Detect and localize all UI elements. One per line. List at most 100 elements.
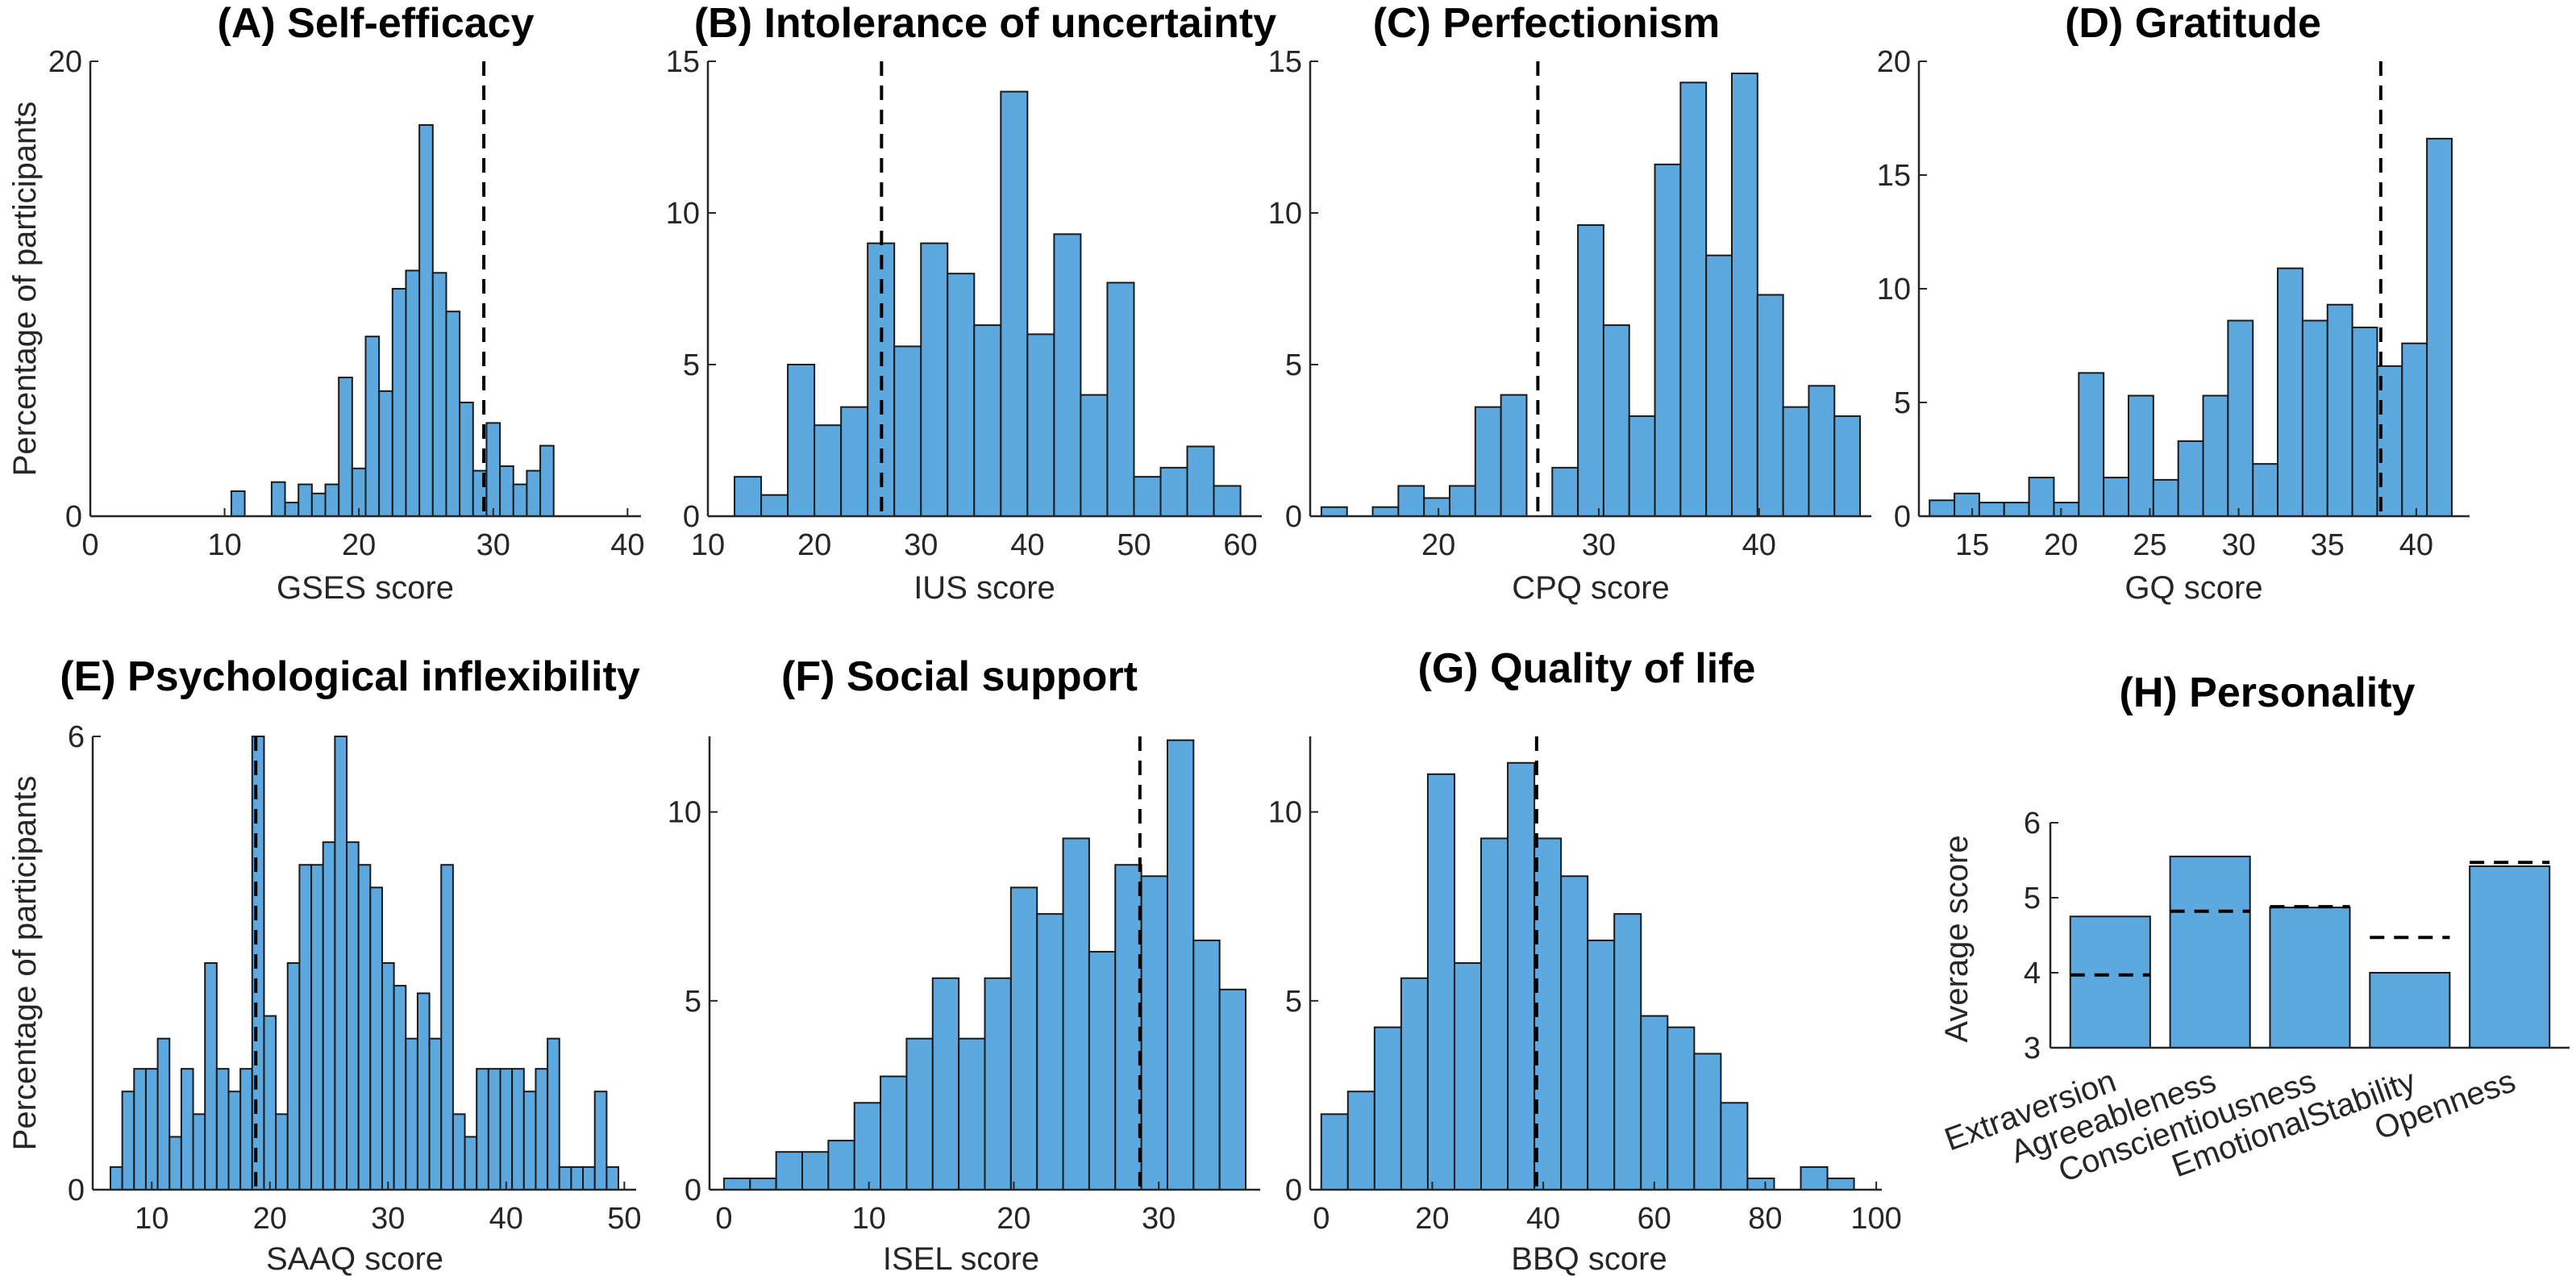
panel-a-bar: [405, 269, 421, 517]
panel-f-x-label: ISEL score: [883, 1241, 1039, 1276]
panel-f-bar: [775, 1151, 804, 1191]
panel-e-bar: [346, 841, 360, 1191]
panel-b-title: (B) Intolerance of uncertainty: [694, 0, 1276, 47]
panel-a-x-tick-label: 30: [476, 528, 510, 562]
panel-a-bar: [499, 465, 514, 518]
panel-d-y-tick-label: 15: [1877, 159, 1911, 193]
panel-g-bar: [1746, 1177, 1775, 1191]
panel-h-y-tick-label: 4: [2024, 957, 2041, 990]
panel-d-x-tick-label: 15: [1955, 528, 1989, 562]
panel-e-bar: [144, 1068, 159, 1191]
panel-d-bar: [2252, 463, 2279, 518]
panel-d-y-tick-label: 0: [1894, 500, 1911, 534]
panel-d-bar: [1978, 502, 2005, 518]
panel-a-bar: [284, 502, 300, 518]
panel-c-bar: [1808, 385, 1836, 517]
panel-c-y-tick-label: 5: [1285, 348, 1302, 382]
panel-d-x-tick-label: 25: [2133, 528, 2166, 562]
panel-d-bar: [2301, 319, 2328, 518]
panel-a-bar: [539, 444, 555, 518]
panel-g-bar: [1640, 1015, 1669, 1191]
panel-g-x-tick-label: 20: [1415, 1202, 1449, 1236]
panel-g-x-tick-label: 40: [1526, 1202, 1560, 1236]
panel-h: (H) Personality Average score Extraversi…: [1939, 669, 2570, 1189]
panel-e-bar: [464, 1136, 478, 1191]
panel-e-bar: [109, 1165, 123, 1191]
panel-a-bar: [324, 483, 340, 518]
panel-e-bar: [416, 992, 431, 1191]
panel-f-x-tick-label: 20: [997, 1202, 1030, 1236]
panel-c: (C) Perfectionism CPQ score 20 30 40 0 5 10 15: [1268, 0, 1871, 606]
panel-d-bar: [2227, 319, 2254, 518]
panel-e-bar: [535, 1068, 549, 1191]
panel-c-y-tick-label: 10: [1268, 197, 1302, 231]
panel-f-x-tick-label: 10: [852, 1202, 886, 1236]
panel-g-bar: [1453, 962, 1483, 1191]
panel-e-x-tick-label: 40: [489, 1202, 523, 1236]
panel-d-bar: [2401, 342, 2428, 517]
panel-g-bar: [1400, 977, 1429, 1191]
panel-e-bar: [133, 1068, 147, 1191]
panel-g-bar: [1587, 939, 1616, 1191]
panel-g-bar: [1613, 913, 1642, 1191]
panel-d-bar: [2103, 477, 2129, 517]
panel-e-bar: [499, 1068, 514, 1191]
panel-f-x-tick-label: 0: [715, 1202, 732, 1236]
panel-e-bar: [180, 1068, 194, 1191]
panel-e-bar: [169, 1136, 182, 1191]
panel-b-x-tick-label: 60: [1223, 528, 1257, 562]
panel-e-bar: [487, 1068, 501, 1191]
panel-a-x-tick-label: 40: [610, 528, 644, 562]
panel-b-y-tick-label: 10: [666, 197, 700, 231]
panel-d-y-tick-label: 5: [1894, 386, 1911, 420]
panel-h-bar: [2469, 865, 2551, 1049]
panel-a-bar: [459, 402, 474, 517]
panel-e-bar: [239, 1068, 253, 1191]
panel-e-bar: [570, 1165, 585, 1191]
panel-b-x-tick-label: 20: [797, 528, 831, 562]
panel-g-bar: [1426, 773, 1455, 1191]
panel-h-title: (H) Personality: [2120, 669, 2416, 716]
panel-c-bar: [1833, 415, 1862, 517]
panel-e-bar: [547, 1037, 560, 1191]
panel-g-x-tick-label: 80: [1748, 1202, 1782, 1236]
panel-f-bar: [801, 1151, 830, 1191]
panel-b-bar: [1133, 476, 1162, 517]
panel-f-y-tick-label: 10: [668, 796, 701, 830]
panel-g-x-label: BBQ score: [1511, 1241, 1667, 1276]
panel-g-bar: [1534, 837, 1563, 1191]
panel-g-bar: [1667, 1026, 1696, 1191]
panel-f-bar: [1114, 864, 1142, 1191]
panel-a-bar: [298, 483, 313, 518]
panel-b-bar: [1053, 233, 1082, 517]
panel-a-bar: [431, 272, 447, 517]
panel-b-x-tick-label: 50: [1117, 528, 1151, 562]
panel-c-x-tick-label: 40: [1742, 528, 1776, 562]
panel-a-bar: [310, 492, 327, 517]
panel-f-y-tick-label: 5: [685, 985, 701, 1019]
panel-h-y-tick-label: 6: [2024, 807, 2041, 840]
panel-f-bar: [749, 1177, 777, 1191]
panel-b-bar: [760, 494, 789, 517]
panel-b-y-tick-label: 0: [683, 500, 700, 534]
panel-b-x-tick-label: 40: [1010, 528, 1044, 562]
panel-c-bar: [1705, 254, 1733, 517]
panel-a: (A) Self-efficacy Percentage of particip…: [7, 0, 644, 606]
panel-e-y-tick-label: 0: [68, 1174, 85, 1207]
panel-b-x-label: IUS score: [913, 570, 1055, 606]
panel-h-y-tick-label: 3: [2024, 1032, 2041, 1065]
panel-a-x-tick-label: 10: [207, 528, 241, 562]
panel-e-x-tick-label: 50: [607, 1202, 641, 1236]
panel-b-bar: [1026, 333, 1055, 517]
panel-f: (F) Social support ISEL score 0 10 20 30 0 5 1…: [668, 653, 1260, 1276]
panel-b-bar: [1213, 485, 1242, 518]
panel-c-bar: [1654, 163, 1682, 517]
panel-f-bar: [1088, 950, 1117, 1191]
panel-e-bar: [204, 962, 218, 1191]
panel-h-bar: [2069, 915, 2151, 1049]
panel-c-bar: [1371, 506, 1400, 517]
panel-e-bar: [322, 841, 336, 1191]
panel-a-bar: [512, 483, 528, 518]
panel-g-bar: [1507, 761, 1536, 1191]
panel-d-bar: [2003, 502, 2030, 518]
